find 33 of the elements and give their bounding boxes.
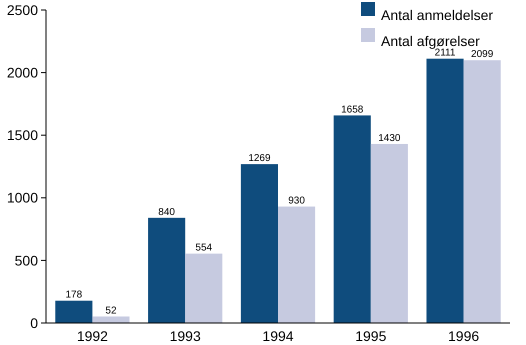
data-label: 178 [65, 290, 83, 301]
y-tick-label: 1500 [6, 127, 38, 144]
bar [464, 60, 501, 323]
data-label: 840 [158, 206, 176, 218]
bar [278, 206, 316, 323]
bar [185, 254, 222, 323]
bar [426, 58, 464, 323]
y-tick-label: 2500 [6, 2, 38, 18]
y-tick-label: 1000 [6, 190, 38, 206]
x-tick-label: 1995 [355, 328, 387, 344]
y-tick-label: 500 [14, 252, 38, 268]
data-label: 52 [105, 305, 117, 316]
bar [92, 316, 130, 323]
data-label: 1658 [341, 104, 364, 116]
x-tick-label: 1992 [76, 328, 108, 344]
y-tick-label: 2000 [6, 64, 38, 80]
bar [240, 164, 278, 323]
bar [148, 218, 186, 323]
x-tick-label: 1994 [262, 328, 294, 344]
bar [55, 300, 92, 323]
x-tick-label: 1993 [170, 328, 201, 344]
data-label: 2099 [471, 49, 494, 60]
data-label: 930 [288, 196, 306, 207]
data-label: 1269 [248, 153, 271, 164]
data-label: 1430 [378, 132, 401, 144]
data-label: 2111 [434, 48, 456, 59]
bar [370, 144, 408, 323]
x-tick-label: 1996 [448, 328, 480, 344]
data-label: 554 [195, 242, 213, 254]
legend-label: Antal afgørelser [381, 32, 480, 49]
bar [334, 115, 371, 323]
legend-label: Antal anmeldelser [381, 6, 494, 23]
y-tick-label: 0 [30, 314, 38, 331]
